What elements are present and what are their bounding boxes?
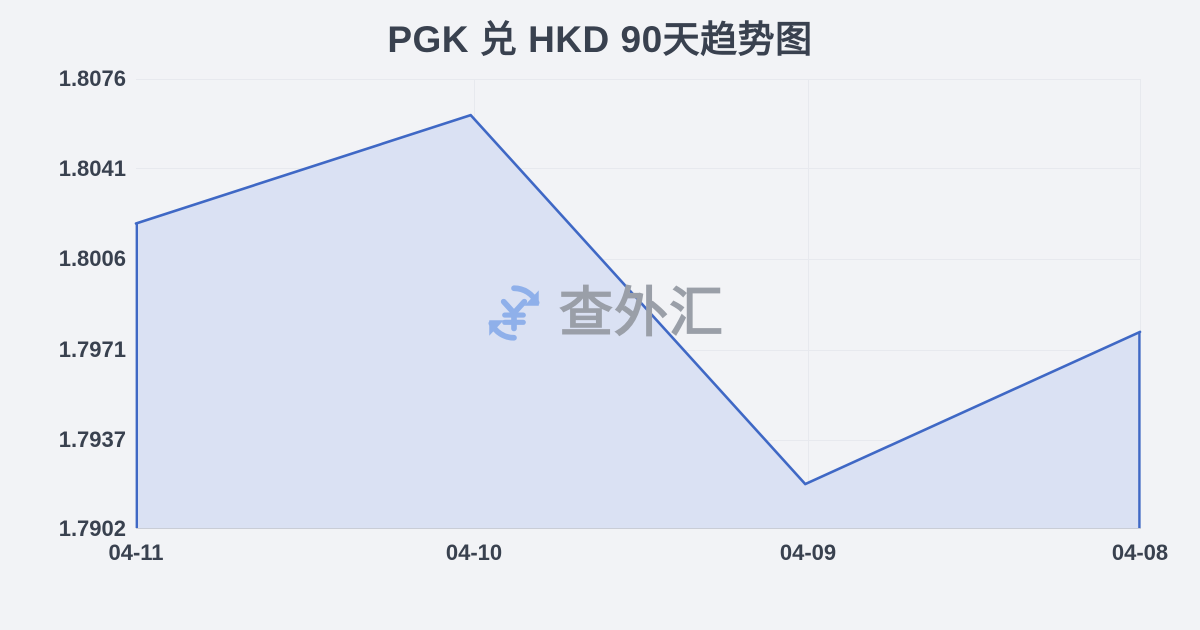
x-gridline xyxy=(808,79,809,528)
x-axis-tick-label: 04-10 xyxy=(445,540,503,565)
y-axis: 1.8076 1.8041 1.8006 1.7971 1.7937 1.790… xyxy=(8,0,126,630)
series-line xyxy=(134,113,1142,528)
y-axis-tick-label: 1.8041 xyxy=(58,156,126,181)
y-axis-tick-label: 1.7971 xyxy=(58,337,126,362)
gridline xyxy=(136,259,1141,260)
y-axis-tick-label: 1.7937 xyxy=(58,427,126,452)
area-fill xyxy=(136,115,1140,528)
y-axis-tick-label: 1.8006 xyxy=(58,246,126,271)
y-axis-tick-label: 1.7902 xyxy=(58,516,126,541)
plot-area xyxy=(134,79,1142,528)
x-axis-tick-label: 04-08 xyxy=(1111,540,1169,565)
x-axis-baseline xyxy=(136,528,1141,529)
y-axis-tick-label: 1.8076 xyxy=(58,66,126,91)
gridline xyxy=(136,79,1141,80)
trend-line xyxy=(134,113,1142,486)
x-gridline xyxy=(1140,79,1141,528)
x-axis-tick-label: 04-09 xyxy=(779,540,837,565)
x-axis-tick-label: 04-11 xyxy=(108,540,164,565)
gridline xyxy=(136,168,1141,169)
chart-title: PGK 兑 HKD 90天趋势图 xyxy=(387,19,813,60)
